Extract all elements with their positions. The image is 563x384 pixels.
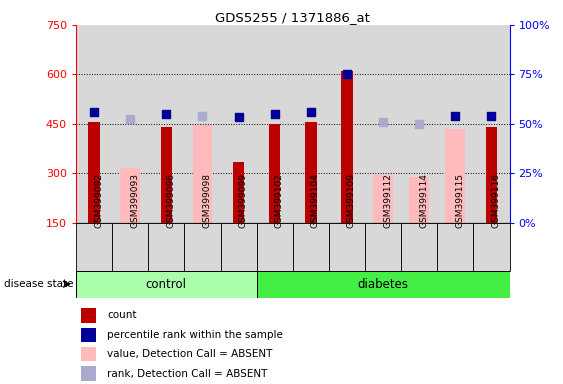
Bar <box>473 223 510 271</box>
Bar <box>293 223 329 271</box>
Point <box>451 113 460 119</box>
Bar <box>341 71 353 223</box>
Point <box>234 114 243 120</box>
Text: GSM399099: GSM399099 <box>239 174 248 228</box>
Bar <box>120 168 140 223</box>
Text: diabetes: diabetes <box>358 278 409 291</box>
Bar <box>437 223 473 271</box>
Text: GSM399112: GSM399112 <box>383 174 392 228</box>
Text: count: count <box>108 310 137 321</box>
Bar <box>329 25 365 223</box>
Bar <box>293 25 329 223</box>
Text: GSM399115: GSM399115 <box>455 174 464 228</box>
Text: GSM399114: GSM399114 <box>419 174 428 228</box>
Bar <box>221 223 257 271</box>
Text: GSM399104: GSM399104 <box>311 174 320 228</box>
Bar <box>76 271 257 298</box>
Text: GSM399109: GSM399109 <box>347 174 356 228</box>
Bar <box>148 223 185 271</box>
Point <box>162 111 171 117</box>
Bar <box>112 223 148 271</box>
Text: GSM399093: GSM399093 <box>130 174 139 228</box>
Bar <box>88 122 100 223</box>
Bar <box>486 127 497 223</box>
Bar <box>81 308 96 323</box>
Point <box>126 116 135 122</box>
Bar <box>160 127 172 223</box>
Point <box>306 109 315 115</box>
Bar <box>365 25 401 223</box>
Point <box>90 109 99 115</box>
Text: GSM399096: GSM399096 <box>166 174 175 228</box>
Text: GSM399098: GSM399098 <box>203 174 212 228</box>
Bar <box>148 25 185 223</box>
Point <box>270 111 279 117</box>
Point <box>415 121 424 127</box>
Bar <box>257 25 293 223</box>
Bar <box>112 25 148 223</box>
Bar <box>193 126 212 223</box>
Bar <box>257 223 293 271</box>
Bar <box>257 271 510 298</box>
Text: GSM399116: GSM399116 <box>491 174 501 228</box>
Bar <box>445 129 465 223</box>
Bar <box>329 223 365 271</box>
Point <box>198 113 207 119</box>
Text: disease state: disease state <box>4 279 77 289</box>
Text: rank, Detection Call = ABSENT: rank, Detection Call = ABSENT <box>108 369 268 379</box>
Bar <box>221 25 257 223</box>
Text: GSM399102: GSM399102 <box>275 174 284 228</box>
Bar <box>401 25 437 223</box>
Title: GDS5255 / 1371886_at: GDS5255 / 1371886_at <box>215 11 370 24</box>
Bar <box>401 223 437 271</box>
Point <box>378 119 387 125</box>
Bar <box>373 175 393 223</box>
Bar <box>269 124 280 223</box>
Bar <box>76 25 112 223</box>
Bar <box>437 25 473 223</box>
Text: control: control <box>146 278 187 291</box>
Text: GSM399092: GSM399092 <box>94 174 103 228</box>
Bar <box>233 162 244 223</box>
Text: value, Detection Call = ABSENT: value, Detection Call = ABSENT <box>108 349 273 359</box>
Bar <box>185 223 221 271</box>
Bar <box>365 223 401 271</box>
Bar <box>76 223 112 271</box>
Bar <box>81 366 96 381</box>
Point <box>487 113 496 119</box>
Bar <box>81 328 96 342</box>
Bar <box>473 25 510 223</box>
Point <box>342 71 351 78</box>
Bar <box>305 122 316 223</box>
Text: percentile rank within the sample: percentile rank within the sample <box>108 330 283 340</box>
Bar <box>409 177 429 223</box>
Bar <box>185 25 221 223</box>
Bar <box>81 347 96 361</box>
